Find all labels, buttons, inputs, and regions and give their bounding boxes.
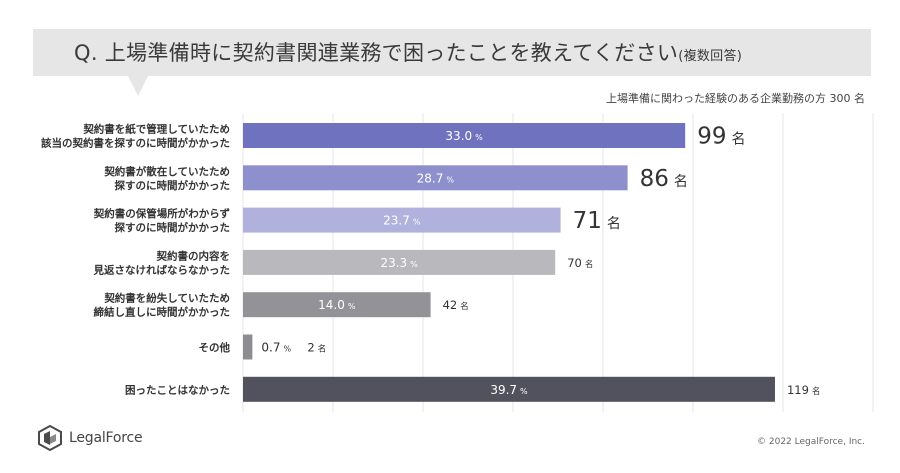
bar (243, 376, 775, 402)
count-unit: 名 (674, 174, 688, 190)
percent-unit: % (520, 387, 528, 396)
category-label: 困ったことはなかった (125, 384, 230, 396)
count-label: 70 名 (567, 256, 593, 270)
bar (243, 334, 253, 360)
category-label: 探すのに時間がかかった (115, 221, 231, 234)
bar (243, 292, 431, 318)
question-note: (複数回答) (678, 49, 743, 64)
bar (243, 207, 561, 233)
count-label: 86 名 (640, 166, 688, 192)
percent-unit: % (413, 218, 421, 227)
count-label: 119 名 (787, 383, 820, 397)
logo: LegalForce (37, 425, 143, 451)
count-unit: 名 (812, 386, 821, 397)
category-label: 契約書の内容を (156, 249, 231, 262)
logo-text: LegalForce (69, 430, 143, 446)
count-label: 42 名 (443, 298, 469, 312)
bar (243, 123, 686, 148)
respondents-note: 上場準備に関わった経験のある企業勤務の方 300 名 (606, 92, 865, 105)
chart-title: Q. 上場準備時に契約書関連業務で困ったことを教えてください(複数回答) (74, 37, 742, 67)
category-label: 探すのに時間がかかった (115, 179, 231, 192)
category-label: その他 (199, 341, 231, 354)
count-unit: 名 (318, 344, 327, 355)
count-label: 71 名 (573, 208, 621, 234)
count-unit: 名 (460, 301, 469, 312)
count-unit: 名 (585, 259, 594, 270)
category-label: 契約書を紛失していたため (103, 292, 230, 305)
category-label: 該当の契約書を探すのに時間がかかった (41, 137, 230, 150)
question-text: Q. 上場準備時に契約書関連業務で困ったことを教えてください (74, 41, 679, 65)
question-banner-tail (128, 76, 148, 96)
category-label: 契約書の保管場所がわからず (93, 207, 231, 220)
percent-unit: % (446, 175, 454, 184)
percent-unit: % (410, 260, 418, 269)
question-banner (33, 29, 871, 76)
count-unit: 名 (731, 132, 745, 148)
category-label: 契約書を紙で管理していたため (82, 123, 230, 136)
category-label: 契約書が散在していたため (103, 165, 230, 178)
bar (243, 249, 556, 275)
percent-unit: % (475, 133, 483, 142)
percent-unit: % (283, 345, 291, 354)
copyright: © 2022 LegalForce, Inc. (757, 437, 865, 447)
count-unit: 名 (607, 216, 621, 232)
category-label: 締結し直しに時間がかかった (94, 306, 231, 319)
category-label: 見返さなければならなかった (93, 263, 231, 276)
percent-label: 0.7% (261, 341, 291, 355)
count-label: 99 名 (697, 124, 745, 150)
legalforce-logo-icon (38, 425, 62, 451)
percent-unit: % (348, 302, 356, 311)
bar (243, 165, 628, 191)
